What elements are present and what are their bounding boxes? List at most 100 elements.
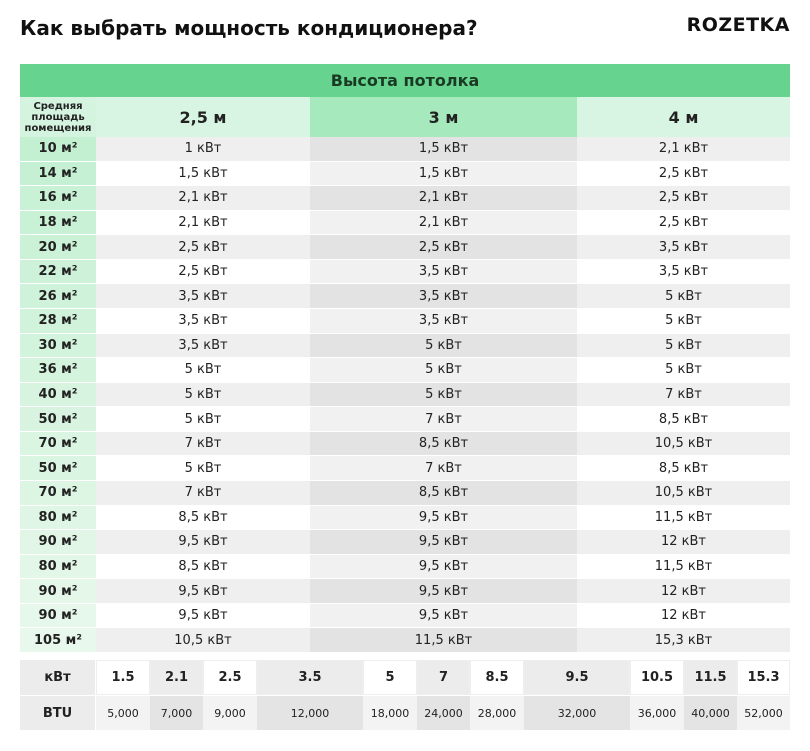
power-cell: 3,5 кВт xyxy=(310,284,577,309)
power-cell: 3,5 кВт xyxy=(577,235,790,260)
area-cell: 50 м² xyxy=(20,407,96,432)
kw-value: 1.5 xyxy=(96,660,150,695)
area-cell: 90 м² xyxy=(20,579,96,604)
power-cell: 1,5 кВт xyxy=(310,137,577,162)
power-cell: 7 кВт xyxy=(96,431,310,457)
btu-value: 18,000 xyxy=(363,695,417,730)
column-header: 3 м xyxy=(310,97,577,137)
power-cell: 11,5 кВт xyxy=(577,554,790,580)
kw-value: 2.1 xyxy=(150,660,203,695)
area-cell: 40 м² xyxy=(20,382,96,408)
kw-value: 2.5 xyxy=(203,660,257,695)
btu-value: 32,000 xyxy=(524,695,630,730)
kw-value: 5 xyxy=(363,660,417,695)
area-cell: 18 м² xyxy=(20,210,96,236)
power-cell: 12 кВт xyxy=(577,530,790,555)
area-cell: 16 м² xyxy=(20,186,96,211)
kw-label: кВт xyxy=(20,660,96,695)
btu-value: 40,000 xyxy=(684,695,737,730)
btu-value: 5,000 xyxy=(96,695,150,730)
power-cell: 5 кВт xyxy=(96,382,310,408)
power-cell: 3,5 кВт xyxy=(310,309,577,334)
power-cell: 7 кВт xyxy=(310,456,577,481)
table-heading: Высота потолка xyxy=(20,64,790,97)
power-cell: 12 кВт xyxy=(577,579,790,604)
area-cell: 26 м² xyxy=(20,284,96,309)
power-cell: 2,5 кВт xyxy=(577,186,790,211)
btu-value: 7,000 xyxy=(150,695,203,730)
power-cell: 7 кВт xyxy=(96,481,310,506)
power-cell: 5 кВт xyxy=(96,358,310,383)
power-cell: 9,5 кВт xyxy=(310,579,577,604)
area-cell: 20 м² xyxy=(20,235,96,260)
power-cell: 5 кВт xyxy=(310,358,577,383)
power-cell: 5 кВт xyxy=(577,333,790,359)
power-cell: 2,1 кВт xyxy=(310,210,577,236)
power-cell: 1,5 кВт xyxy=(96,161,310,187)
power-cell: 9,5 кВт xyxy=(310,505,577,531)
power-cell: 2,5 кВт xyxy=(577,210,790,236)
power-cell: 8,5 кВт xyxy=(310,481,577,506)
area-cell: 36 м² xyxy=(20,358,96,383)
power-cell: 2,1 кВт xyxy=(577,137,790,162)
area-cell: 80 м² xyxy=(20,505,96,531)
power-cell: 9,5 кВт xyxy=(96,603,310,629)
area-cell: 50 м² xyxy=(20,456,96,481)
power-cell: 10,5 кВт xyxy=(577,431,790,457)
power-cell: 5 кВт xyxy=(310,382,577,408)
area-cell: 22 м² xyxy=(20,259,96,285)
power-cell: 5 кВт xyxy=(96,456,310,481)
power-cell: 3,5 кВт xyxy=(310,259,577,285)
power-cell: 7 кВт xyxy=(310,407,577,432)
power-cell: 8,5 кВт xyxy=(577,407,790,432)
power-cell: 11,5 кВт xyxy=(310,628,577,653)
power-cell: 2,1 кВт xyxy=(310,186,577,211)
power-cell: 8,5 кВт xyxy=(96,554,310,580)
title: Как выбрать мощность кондиционера? xyxy=(20,16,478,40)
area-cell: 80 м² xyxy=(20,554,96,580)
power-cell: 2,5 кВт xyxy=(577,161,790,187)
kw-value: 15.3 xyxy=(737,660,790,695)
brand: ROZETKA xyxy=(686,14,790,36)
power-cell: 3,5 кВт xyxy=(96,309,310,334)
area-cell: 90 м² xyxy=(20,530,96,555)
power-cell: 5 кВт xyxy=(96,407,310,432)
power-cell: 8,5 кВт xyxy=(310,431,577,457)
btu-value: 52,000 xyxy=(737,695,790,730)
area-cell: 10 м² xyxy=(20,137,96,162)
power-cell: 11,5 кВт xyxy=(577,505,790,531)
power-cell: 3,5 кВт xyxy=(96,284,310,309)
power-cell: 5 кВт xyxy=(577,358,790,383)
power-cell: 5 кВт xyxy=(310,333,577,359)
column-header: 4 м xyxy=(577,97,790,137)
power-cell: 3,5 кВт xyxy=(577,259,790,285)
area-cell: 30 м² xyxy=(20,333,96,359)
area-cell: 90 м² xyxy=(20,603,96,629)
power-cell: 12 кВт xyxy=(577,603,790,629)
power-cell: 9,5 кВт xyxy=(310,530,577,555)
power-cell: 1 кВт xyxy=(96,137,310,162)
kw-value: 7 xyxy=(417,660,470,695)
area-cell: 70 м² xyxy=(20,431,96,457)
power-cell: 10,5 кВт xyxy=(96,628,310,653)
power-cell: 8,5 кВт xyxy=(96,505,310,531)
btu-value: 36,000 xyxy=(630,695,684,730)
btu-value: 12,000 xyxy=(257,695,363,730)
btu-label: BTU xyxy=(20,695,96,730)
power-cell: 3,5 кВт xyxy=(96,333,310,359)
column-header: 2,5 м xyxy=(96,97,310,137)
area-cell: 28 м² xyxy=(20,309,96,334)
power-cell: 9,5 кВт xyxy=(96,530,310,555)
power-cell: 2,5 кВт xyxy=(96,235,310,260)
kw-value: 3.5 xyxy=(257,660,363,695)
power-cell: 1,5 кВт xyxy=(310,161,577,187)
kw-value: 9.5 xyxy=(524,660,630,695)
power-cell: 10,5 кВт xyxy=(577,481,790,506)
power-cell: 7 кВт xyxy=(577,382,790,408)
power-cell: 2,5 кВт xyxy=(310,235,577,260)
area-cell: 14 м² xyxy=(20,161,96,187)
power-cell: 2,1 кВт xyxy=(96,186,310,211)
row-header-label: Средняя площадь помещения xyxy=(20,97,96,137)
power-cell: 15,3 кВт xyxy=(577,628,790,653)
